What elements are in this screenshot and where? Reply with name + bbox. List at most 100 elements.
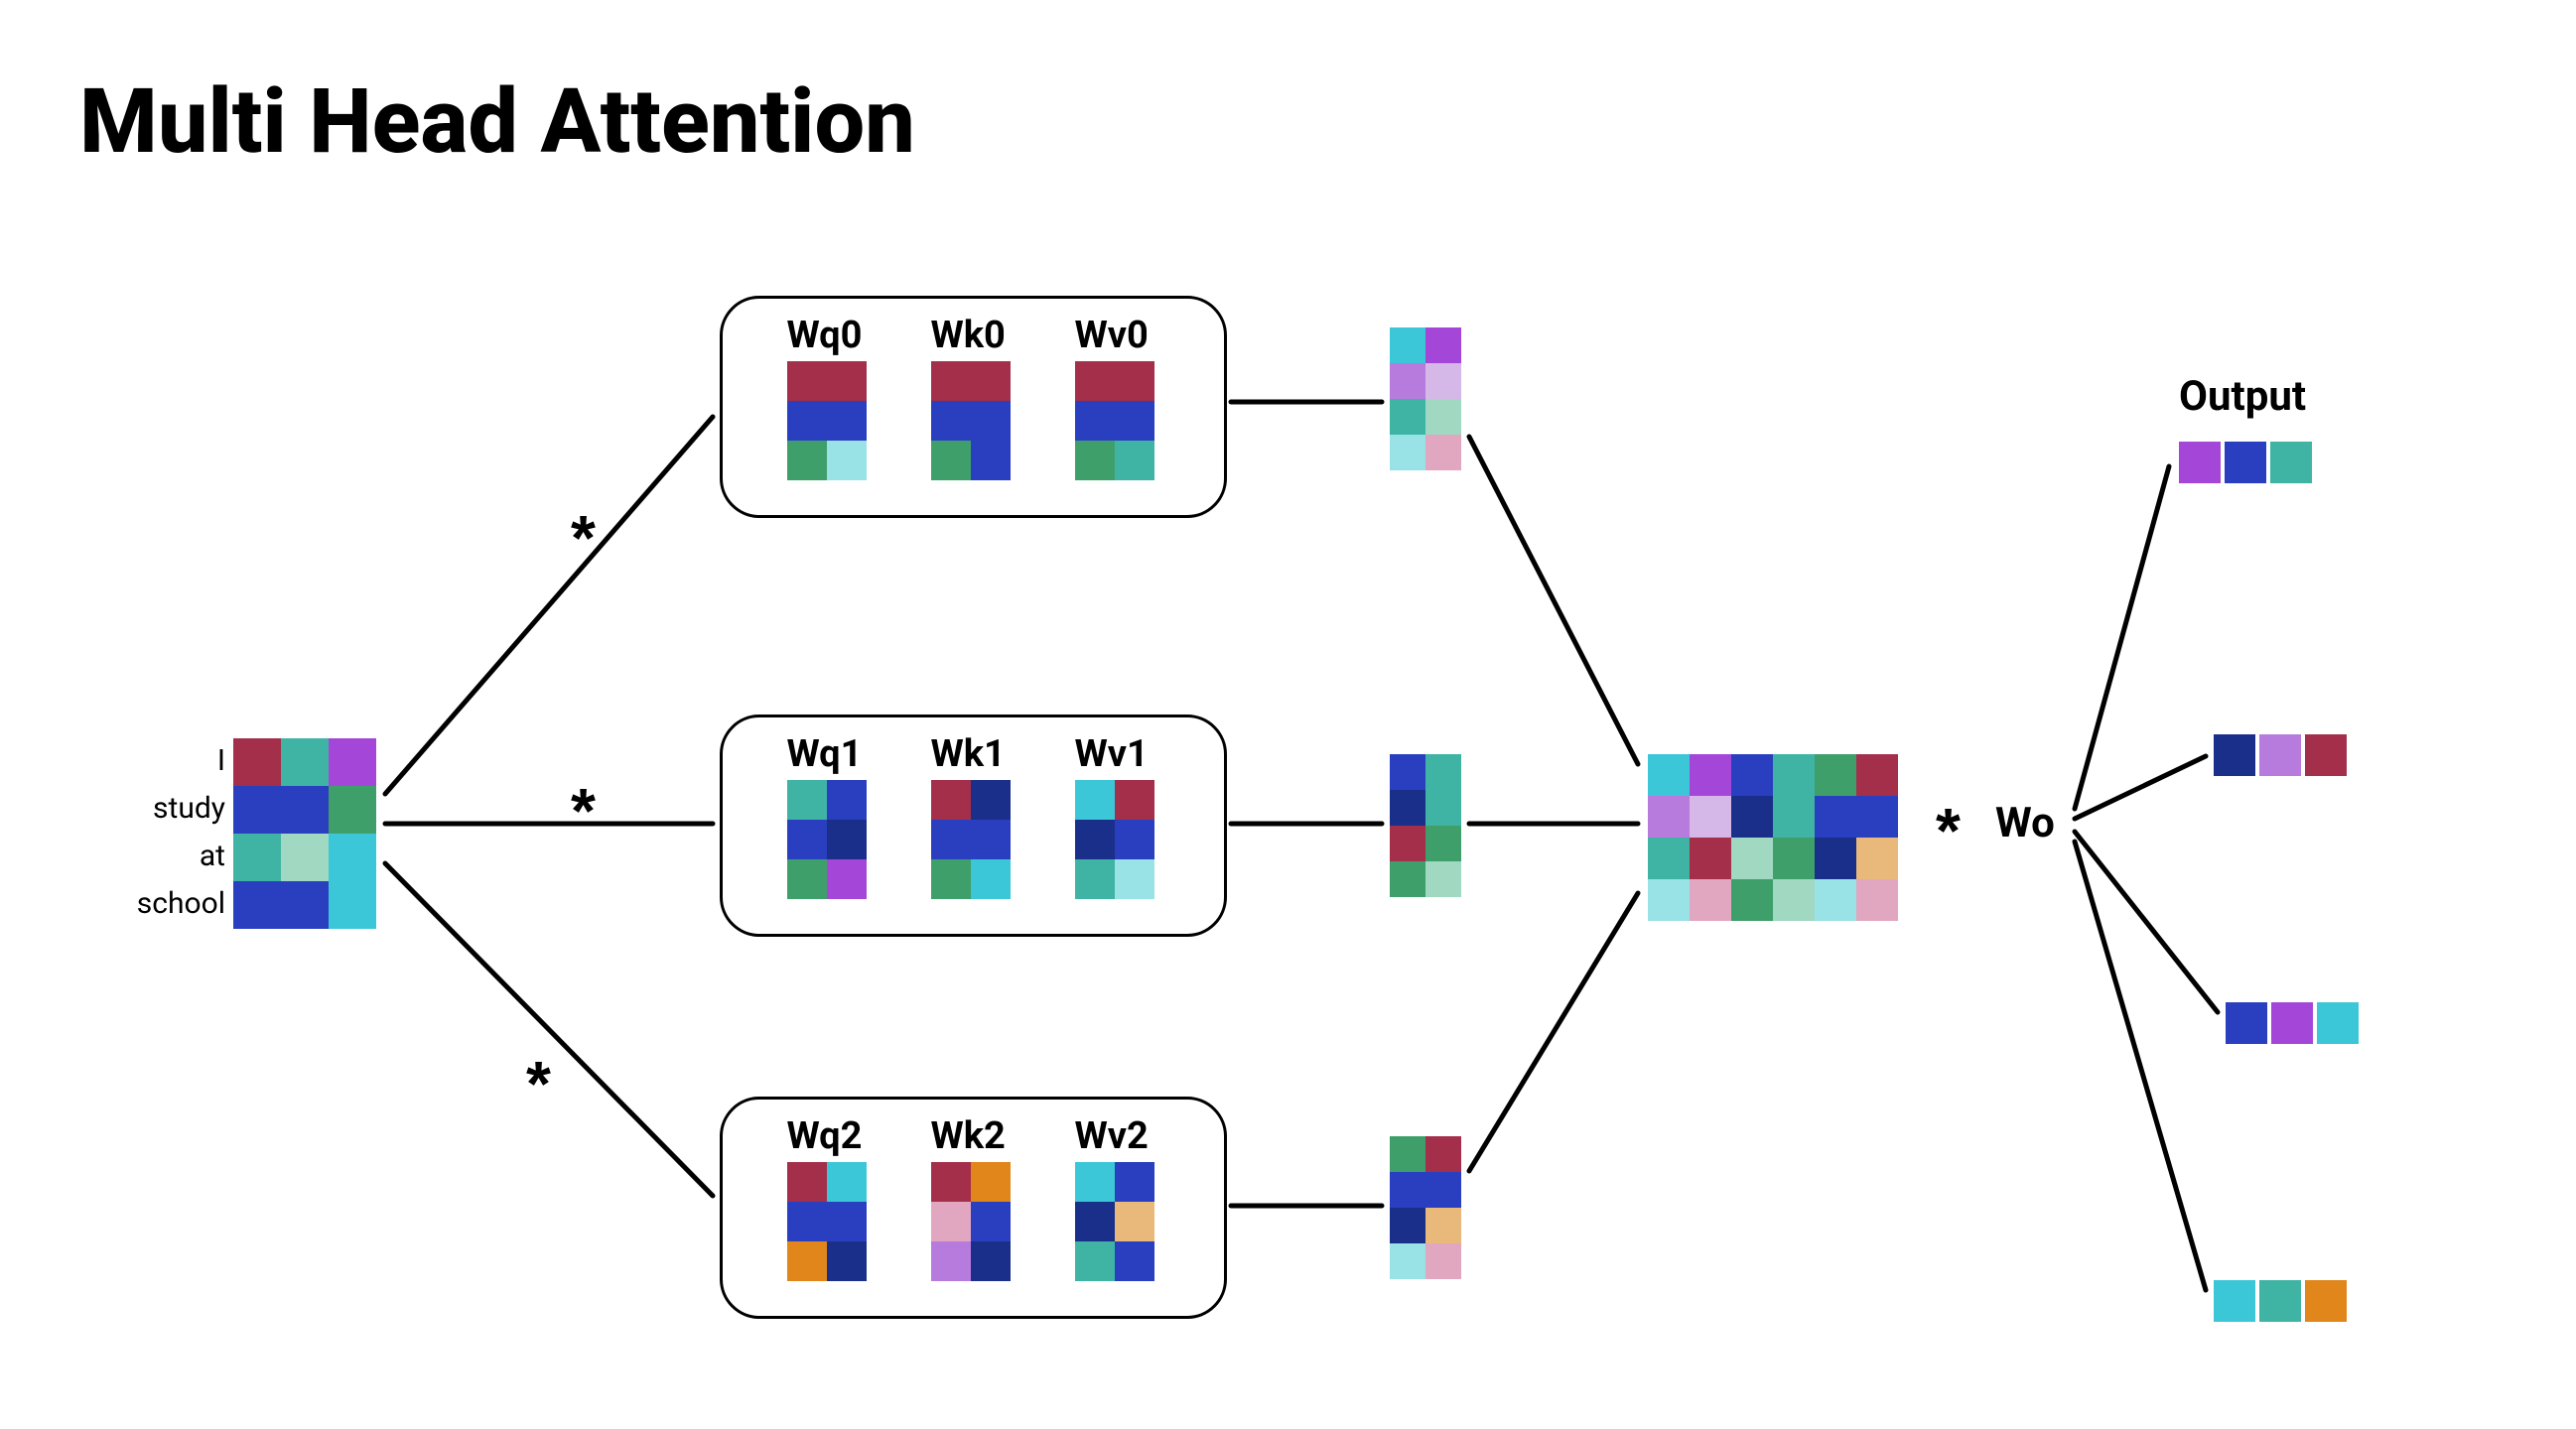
cell	[1425, 861, 1461, 897]
cell	[931, 820, 971, 859]
cell	[329, 834, 376, 881]
cell	[329, 881, 376, 929]
cell	[1390, 790, 1425, 826]
cell	[827, 1162, 867, 1202]
cell	[1690, 796, 1731, 838]
concat-matrix	[1648, 754, 1898, 921]
page-title: Multi Head Attention	[79, 69, 915, 174]
cell	[1815, 796, 1856, 838]
cell	[1690, 754, 1731, 796]
cell	[931, 1241, 971, 1281]
weight-matrix	[931, 1162, 1011, 1281]
diagram-canvas: Multi Head Attention IstudyatschoolWq0Wk…	[0, 0, 2576, 1429]
cell	[971, 820, 1011, 859]
cell	[1425, 754, 1461, 790]
cell	[1648, 879, 1690, 921]
weight-label: Wv1	[1075, 732, 1149, 776]
cell	[931, 361, 971, 401]
cell	[2270, 442, 2312, 483]
weight-matrix	[1075, 1162, 1154, 1281]
wo-label: Wo	[1995, 799, 2055, 847]
cell	[1075, 1241, 1115, 1281]
cell	[931, 441, 971, 480]
multiply-op: *	[571, 774, 596, 847]
cell	[971, 1241, 1011, 1281]
cell	[1425, 790, 1461, 826]
cell	[1075, 780, 1115, 820]
cell	[2271, 1002, 2313, 1044]
cell	[787, 1241, 827, 1281]
cell	[931, 401, 971, 441]
cell	[827, 859, 867, 899]
cell	[233, 834, 281, 881]
cell	[329, 738, 376, 786]
cell	[1075, 1202, 1115, 1241]
multiply-op-wo: *	[1936, 794, 1961, 867]
cell	[1425, 1136, 1461, 1172]
cell	[1390, 754, 1425, 790]
cell	[2226, 1002, 2267, 1044]
weight-label: Wk0	[931, 314, 1006, 357]
cell	[1390, 399, 1425, 435]
cell	[1390, 861, 1425, 897]
cell	[1115, 1162, 1154, 1202]
cell	[2305, 1280, 2347, 1322]
cell	[1815, 838, 1856, 879]
cell	[1390, 826, 1425, 861]
cell	[1425, 1172, 1461, 1208]
cell	[1856, 838, 1898, 879]
cell	[329, 786, 376, 834]
cell	[1390, 1208, 1425, 1243]
weight-label: Wk1	[931, 732, 1006, 776]
cell	[1731, 754, 1773, 796]
weight-matrix	[931, 780, 1011, 899]
cell	[971, 780, 1011, 820]
cell	[1075, 859, 1115, 899]
cell	[1075, 1162, 1115, 1202]
cell	[1773, 796, 1815, 838]
cell	[971, 1202, 1011, 1241]
cell	[281, 738, 329, 786]
cell	[787, 401, 827, 441]
head-output-2	[1390, 1136, 1461, 1279]
head-output-1	[1390, 754, 1461, 897]
cell	[1425, 826, 1461, 861]
cell	[1425, 363, 1461, 399]
input-word-label: at	[116, 839, 225, 873]
cell	[1731, 796, 1773, 838]
output-label: Output	[2179, 372, 2306, 421]
weight-label: Wv0	[1075, 314, 1149, 357]
input-word-label: I	[116, 743, 225, 778]
weight-matrix	[931, 361, 1011, 480]
cell	[1390, 363, 1425, 399]
cell	[281, 834, 329, 881]
cell	[1075, 401, 1115, 441]
cell	[1115, 820, 1154, 859]
cell	[1690, 838, 1731, 879]
cell	[931, 1202, 971, 1241]
cell	[233, 881, 281, 929]
cell	[1731, 838, 1773, 879]
cell	[1115, 1202, 1154, 1241]
cell	[2214, 734, 2255, 776]
cell	[281, 881, 329, 929]
cell	[1390, 1243, 1425, 1279]
cell	[971, 401, 1011, 441]
weight-label: Wq2	[787, 1114, 863, 1158]
cell	[1115, 780, 1154, 820]
cell	[827, 780, 867, 820]
output-row-3	[2214, 1280, 2347, 1322]
cell	[1390, 327, 1425, 363]
cell	[827, 1202, 867, 1241]
cell	[1115, 859, 1154, 899]
head-output-0	[1390, 327, 1461, 470]
input-embedding-matrix	[233, 738, 376, 929]
cell	[787, 361, 827, 401]
cell	[1425, 435, 1461, 470]
cell	[2305, 734, 2347, 776]
cell	[787, 441, 827, 480]
cell	[1425, 327, 1461, 363]
cell	[1773, 838, 1815, 879]
cell	[1115, 401, 1154, 441]
cell	[1856, 796, 1898, 838]
